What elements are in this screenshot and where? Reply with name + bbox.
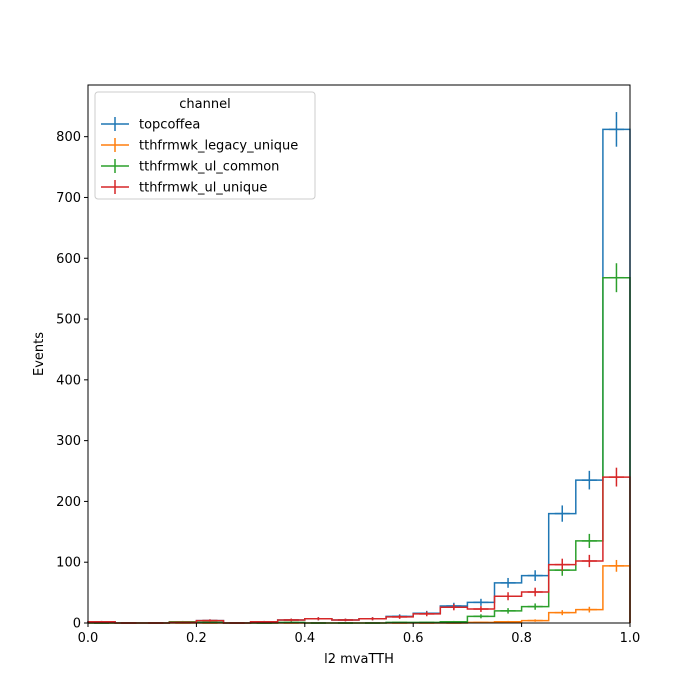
errorbar [337,618,353,622]
legend-item-topcoffea: topcoffea [101,117,200,133]
y-tick-label: 600 [56,252,81,267]
errorbar [554,558,570,571]
errorbar [392,614,408,619]
x-axis-label: l2 mvaTTH [324,652,394,667]
errorbar [473,598,489,606]
errorbar [473,606,489,612]
legend-item-tthfrmwk_ul_common: tthfrmwk_ul_common [101,159,279,175]
x-axis: 0.0 0.2 0.4 0.6 0.8 1.0 [78,623,641,646]
errorbar [256,620,272,623]
legend-item-tthfrmwk_ul_unique: tthfrmwk_ul_unique [101,180,267,196]
errorbar [446,604,462,611]
errorbar [527,603,543,610]
legend-box [94,91,316,200]
series-line-topcoffea [87,128,631,624]
errorbar [94,620,110,623]
x-tick-label: 1.0 [620,631,641,646]
errorbar [608,559,624,572]
errorbar [581,470,597,490]
legend-label: tthfrmwk_ul_common [139,160,279,175]
legend: channel topcoffea tthfrmwk_legacy_uniquett… [94,91,316,200]
errorbar [527,570,543,581]
legend-label: tthfrmwk_ul_unique [139,181,267,196]
errorbar [581,606,597,613]
errorbar [608,112,624,147]
errorbar [554,610,570,616]
y-tick-label: 800 [56,130,81,145]
x-tick-label: 0.2 [186,631,207,646]
errorbar [581,554,597,568]
y-tick-label: 200 [56,495,81,510]
errorbar [446,620,462,623]
errorbar [500,577,516,588]
errorbar [365,617,381,621]
x-tick-label: 0.8 [511,631,532,646]
y-tick-label: 500 [56,313,81,328]
errorbar [473,614,489,619]
y-axis-label: Events [32,332,47,376]
errorbar [608,467,624,487]
y-tick-label: 700 [56,191,81,206]
y-tick-label: 0 [73,617,81,632]
x-tick-label: 0.0 [78,631,99,646]
errorbar [500,620,516,623]
errorbar [500,592,516,601]
y-tick-label: 300 [56,434,81,449]
x-tick-label: 0.4 [294,631,315,646]
legend-title: channel [179,97,230,112]
axes-frame [87,84,631,624]
errorbar [554,505,570,522]
errorbar [419,611,435,617]
y-tick-label: 400 [56,373,81,388]
y-tick-label: 100 [56,556,81,571]
legend-label: tthfrmwk_legacy_unique [139,139,298,154]
legend-item-tthfrmwk_legacy_unique: tthfrmwk_legacy_unique [101,138,298,154]
errorbar [581,533,597,548]
errorbar [283,618,299,622]
errorbar [202,619,218,622]
errorbar [527,587,543,597]
y-axis: 0 100 200 300 400 500 600 700 800 [56,130,88,632]
errorbar [608,263,624,293]
x-tick-label: 0.6 [403,631,424,646]
errorbar [500,608,516,614]
errorbar [527,619,543,622]
errorbar [310,617,326,621]
legend-label: topcoffea [139,118,200,133]
series-tthfrmwk_ul_unique [87,467,631,624]
